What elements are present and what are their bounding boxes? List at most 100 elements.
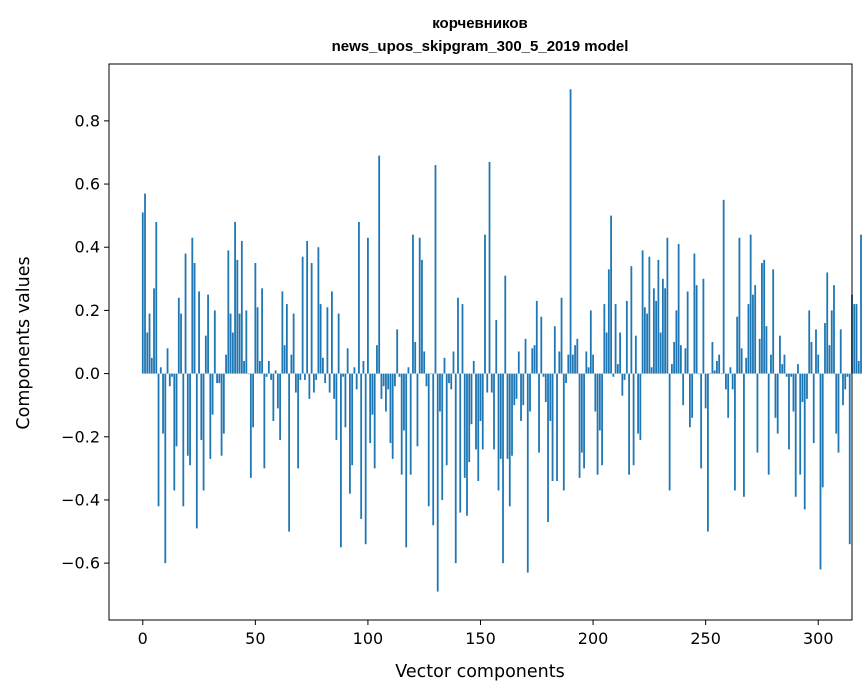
bar-49 (252, 373, 254, 428)
bar-13 (171, 373, 173, 377)
bar-90 (344, 373, 347, 428)
bar-121 (414, 342, 417, 374)
bar-266 (740, 348, 743, 374)
bar-25 (198, 291, 200, 374)
bar-12 (168, 373, 171, 387)
bar-161 (504, 275, 507, 374)
bar-176 (538, 373, 540, 453)
bar-192 (574, 345, 576, 374)
bar-269 (747, 304, 750, 374)
bar-88 (340, 373, 342, 548)
bar-0 (141, 212, 144, 374)
bar-255 (716, 360, 718, 374)
bar-80 (321, 357, 324, 374)
bar-68 (294, 373, 297, 393)
bar-174 (533, 345, 536, 374)
bar-37 (225, 354, 227, 374)
bar-149 (477, 373, 480, 481)
x-tick-label: 250 (690, 629, 721, 648)
bar-93 (351, 373, 354, 466)
bar-278 (767, 373, 770, 475)
bar-159 (499, 373, 502, 459)
bar-109 (387, 373, 390, 390)
bar-225 (648, 256, 651, 374)
bar-215 (625, 300, 628, 374)
bar-11 (166, 348, 169, 374)
bar-14 (173, 373, 176, 491)
bar-316 (853, 304, 856, 374)
bar-272 (754, 285, 757, 374)
bar-301 (819, 373, 822, 570)
bar-76 (312, 373, 315, 393)
bar-251 (707, 373, 709, 532)
x-tick-label: 200 (578, 629, 609, 648)
bar-265 (738, 237, 741, 374)
y-tick-label: −0.6 (61, 554, 100, 573)
bar-18 (182, 373, 185, 507)
bar-168 (520, 373, 522, 421)
bar-194 (578, 373, 581, 478)
bar-210 (614, 304, 617, 374)
bar-236 (673, 342, 676, 374)
bar-318 (857, 360, 860, 374)
bar-116 (403, 373, 405, 431)
bar-114 (398, 373, 401, 377)
bar-95 (355, 373, 358, 390)
bar-289 (792, 373, 795, 412)
bar-112 (394, 373, 396, 387)
bar-262 (731, 373, 734, 390)
bar-1 (144, 193, 146, 374)
bar-239 (679, 345, 682, 374)
bar-164 (511, 373, 513, 456)
x-tick-label: 300 (803, 629, 834, 648)
bar-35 (220, 373, 223, 456)
bar-23 (193, 263, 196, 374)
bar-286 (785, 373, 788, 377)
bar-82 (326, 307, 329, 374)
bar-188 (565, 373, 567, 384)
bar-274 (758, 338, 761, 374)
bar-195 (580, 373, 583, 453)
bar-309 (837, 373, 840, 453)
bar-107 (382, 373, 385, 387)
y-tick-label: −0.2 (61, 427, 100, 446)
bar-273 (756, 373, 759, 453)
bar-117 (405, 373, 408, 548)
bar-60 (276, 373, 279, 409)
bar-204 (601, 373, 603, 466)
bar-252 (709, 373, 712, 375)
bar-73 (306, 240, 309, 374)
y-tick-label: −0.4 (61, 490, 100, 509)
bar-291 (797, 364, 799, 374)
bar-211 (616, 364, 619, 374)
bar-165 (513, 373, 516, 406)
bar-290 (794, 373, 797, 497)
bar-213 (621, 373, 624, 396)
bar-44 (240, 240, 243, 374)
bar-242 (686, 291, 689, 374)
bar-199 (589, 310, 592, 374)
bar-133 (441, 373, 444, 500)
bar-65 (288, 373, 291, 532)
bar-156 (493, 373, 495, 450)
bar-120 (412, 234, 414, 374)
bar-124 (421, 259, 423, 374)
bar-54 (263, 373, 266, 469)
bar-151 (481, 373, 484, 450)
bar-108 (385, 373, 387, 412)
bar-119 (409, 373, 412, 475)
bar-99 (364, 373, 367, 545)
bar-302 (821, 373, 824, 488)
bar-293 (801, 373, 804, 403)
bar-256 (718, 354, 721, 374)
bar-106 (380, 373, 383, 399)
bar-83 (328, 373, 331, 393)
bar-81 (324, 373, 327, 384)
bar-158 (497, 373, 500, 491)
bar-314 (848, 373, 851, 545)
bar-191 (571, 354, 574, 374)
bar-245 (693, 253, 696, 374)
bar-295 (806, 373, 808, 399)
bar-57 (270, 373, 273, 380)
bar-131 (436, 373, 439, 592)
